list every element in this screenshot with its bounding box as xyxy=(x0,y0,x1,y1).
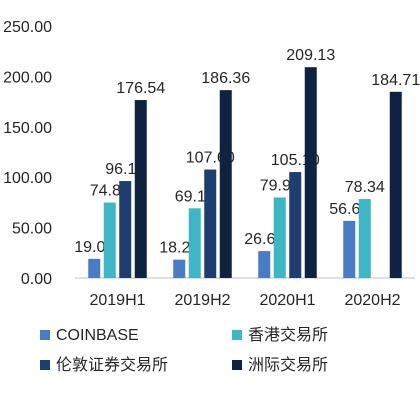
bar xyxy=(389,91,402,278)
bar xyxy=(88,258,101,278)
x-tick-label: 2019H2 xyxy=(174,292,230,309)
bar xyxy=(304,67,317,278)
y-tick-label: 200.00 xyxy=(3,69,52,86)
bar xyxy=(188,208,201,278)
y-tick-label: 100.00 xyxy=(3,170,52,187)
data-label: 209.13 xyxy=(286,47,335,64)
bar xyxy=(103,202,116,278)
legend-swatch xyxy=(232,330,242,340)
bar xyxy=(134,100,147,279)
y-tick-label: 0.00 xyxy=(21,271,52,288)
bar xyxy=(343,220,356,278)
data-label: 186.36 xyxy=(201,70,250,87)
bar xyxy=(289,172,302,278)
y-tick-label: 250.00 xyxy=(3,19,52,36)
legend-swatch xyxy=(40,330,50,340)
legend-label: COINBASE xyxy=(56,327,139,344)
bar xyxy=(273,197,286,278)
legend-label: 洲际交易所 xyxy=(248,356,328,374)
y-tick-label: 50.00 xyxy=(12,221,52,238)
x-tick-label: 2020H2 xyxy=(344,292,400,309)
bar xyxy=(258,251,271,278)
data-label: 184.71 xyxy=(371,72,420,89)
bar xyxy=(219,90,232,279)
bar xyxy=(204,169,217,278)
bar xyxy=(119,181,132,278)
legend-label: 香港交易所 xyxy=(248,326,328,344)
bar xyxy=(173,259,186,278)
data-label: 176.54 xyxy=(116,80,165,97)
legend-label: 伦敦证券交易所 xyxy=(56,356,168,374)
legend-swatch xyxy=(232,360,242,370)
x-tick-label: 2019H1 xyxy=(89,292,145,309)
legend-swatch xyxy=(40,360,50,370)
bar xyxy=(358,199,371,278)
y-tick-label: 150.00 xyxy=(3,120,52,137)
x-tick-label: 2020H1 xyxy=(259,292,315,309)
data-label: 78.34 xyxy=(345,179,385,196)
